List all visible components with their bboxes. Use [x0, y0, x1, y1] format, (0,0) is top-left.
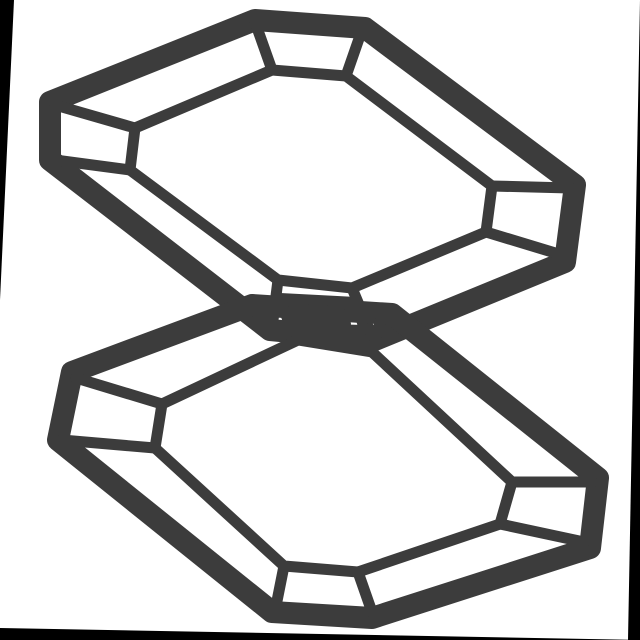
link-plate-outer [275, 293, 369, 335]
corner-shadow-bottom [0, 628, 640, 640]
corner-shadow-top-left [0, 0, 14, 300]
corner-shadow-right [628, 0, 640, 640]
link-plate-inner [293, 307, 351, 329]
bottom-octagon-outer [47, 294, 609, 629]
link-plate [275, 293, 369, 335]
bottom-octagon-frame [47, 294, 609, 629]
